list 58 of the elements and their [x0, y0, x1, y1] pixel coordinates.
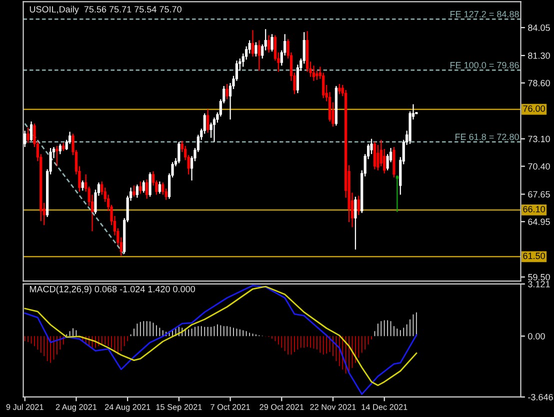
x-tick-label: 9 Jul 2021: [6, 404, 44, 410]
candlestick: [132, 185, 136, 198]
candlestick: [142, 180, 145, 194]
candlestick: [251, 30, 254, 58]
x-tick-label: 29 Oct 2021: [260, 404, 304, 410]
x-tick-label: 14 Dec 2021: [362, 404, 408, 410]
candlestick: [212, 116, 216, 142]
candlestick: [376, 144, 380, 171]
x-tick-label: 15 Sep 2021: [156, 404, 202, 412]
ref-line-label: FE 100.0 = 79.86: [450, 62, 519, 68]
candlestick: [254, 42, 258, 58]
y-tick-label: 59.50: [528, 274, 550, 280]
candlestick: [148, 172, 152, 198]
candlestick: [56, 145, 58, 167]
x-tick-label: 22 Nov 2021: [310, 404, 356, 410]
candlestick: [139, 180, 142, 194]
y-tick-label: 70.40: [528, 163, 550, 170]
candlestick: [373, 141, 376, 170]
candlestick: [24, 130, 26, 148]
candlestick: [58, 143, 62, 155]
x-tick-label: 24 Aug 2021: [104, 404, 150, 412]
y-tick-label: 78.60: [528, 80, 550, 86]
candlestick: [146, 178, 148, 200]
ref-line-label: 61.50: [523, 252, 545, 260]
candlestick: [354, 196, 357, 250]
y-tick-label: 67.65: [528, 191, 550, 198]
candlestick: [312, 65, 316, 82]
candlestick: [338, 83, 341, 95]
y-tick-label: 73.10: [528, 136, 550, 142]
y-tick-label: 84.05: [528, 24, 550, 31]
y-tick-label: 3.121: [528, 280, 550, 288]
ref-line-label: 66.10: [523, 206, 545, 212]
ref-line-label: FE 61.8 = 72.80: [456, 134, 519, 140]
candlestick: [81, 180, 84, 192]
ref-line-label: FE 127.2 = 84.88: [450, 10, 519, 18]
candlestick: [357, 195, 360, 216]
y-tick-label: 0.00: [528, 333, 545, 340]
candlestick: [158, 180, 161, 194]
candlestick: [26, 127, 30, 144]
candlestick: [258, 40, 260, 72]
candlestick: [136, 184, 139, 198]
candlestick: [267, 34, 270, 54]
x-tick-label: 2 Aug 2021: [56, 404, 97, 412]
candlestick: [370, 138, 373, 155]
chart-title: MACD(12,26,9) 0.068 -1.024 1.420 0.000: [30, 286, 196, 294]
candlestick: [178, 141, 180, 164]
x-tick-label: 7 Oct 2021: [210, 404, 250, 410]
candlestick: [316, 70, 318, 80]
ref-line-label: 76.00: [523, 105, 545, 112]
candlestick: [396, 174, 398, 213]
candlestick: [30, 120, 33, 142]
y-tick-label: 81.30: [528, 52, 550, 59]
chart-title: USOIL,Daily 75.56 75.71 75.54 75.70: [30, 6, 182, 14]
candlestick: [206, 108, 210, 134]
y-tick-label: -3.646: [528, 394, 553, 400]
candlestick: [270, 34, 274, 52]
candlestick: [226, 83, 228, 100]
y-tick-label: 64.95: [528, 218, 550, 225]
